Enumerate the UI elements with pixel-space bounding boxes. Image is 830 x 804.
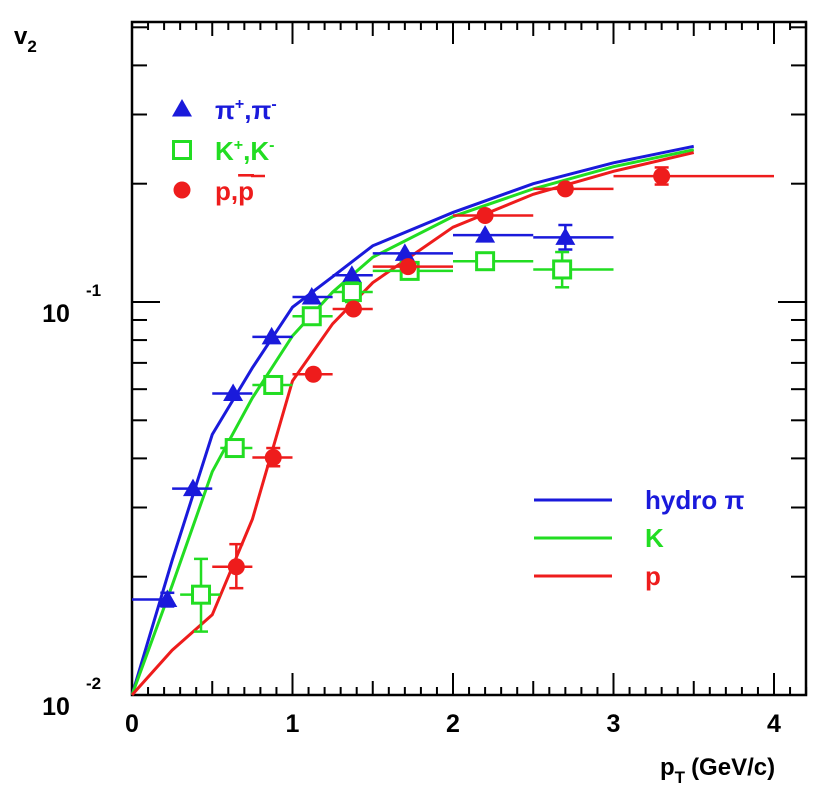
y-axis-label: v2 — [14, 23, 37, 56]
y-tick-label-exponent: -2 — [86, 674, 101, 693]
marker — [182, 478, 203, 497]
marker — [476, 206, 494, 224]
y-tick-label-exponent: -1 — [86, 281, 101, 300]
hydro-curve-hydro — [130, 144, 695, 696]
legend-marker — [172, 99, 192, 117]
pion-point — [172, 478, 213, 497]
marker — [264, 449, 282, 467]
legend-marker — [172, 140, 192, 160]
kaon-point — [292, 306, 333, 327]
kaon-point — [332, 281, 373, 304]
x-axis-label-main: p — [660, 754, 675, 781]
x-axis-label-sub: T — [675, 768, 686, 787]
proton-point — [372, 258, 453, 276]
marker — [653, 167, 671, 185]
proton-point — [252, 446, 293, 468]
marker — [399, 258, 417, 276]
y-tick-label-base: 10 — [42, 693, 70, 721]
pion-point — [132, 589, 178, 608]
y-tick-label-base: 10 — [42, 300, 70, 328]
y-tick-label: 10 -2 — [42, 674, 101, 721]
legend-label-sup: - — [271, 96, 276, 113]
legend-label: hydro π — [645, 485, 744, 515]
x-tick-label: 0 — [125, 710, 139, 738]
legend-label-part: p, — [215, 176, 238, 206]
marker — [301, 306, 322, 327]
x-axis-label-unit: (GeV/c) — [691, 754, 775, 781]
marker — [341, 282, 362, 303]
legend-marker — [173, 181, 191, 199]
marker — [227, 558, 245, 576]
pion-point — [453, 225, 534, 243]
pion-point — [292, 286, 333, 305]
marker — [191, 584, 212, 605]
y-axis-label-main: v — [14, 23, 28, 50]
pion-point — [252, 326, 293, 345]
legend-entry-hydro-hydro: hydro π — [534, 485, 744, 515]
legend-label-part: K — [215, 136, 234, 166]
legend-entry-kaon: K+,K- — [172, 136, 274, 166]
marker — [344, 300, 362, 318]
marker — [555, 227, 576, 245]
marker — [341, 265, 362, 283]
x-tick-label: 3 — [607, 710, 621, 738]
marker — [475, 251, 496, 272]
y-tick-label: 10 -1 — [42, 281, 101, 328]
proton-point — [533, 180, 614, 198]
legend-entry-hydro-k: K — [534, 523, 664, 553]
pion-point — [332, 265, 373, 283]
legend-label: K — [645, 523, 664, 553]
hydro-curve-p — [130, 151, 695, 697]
legend-label: p — [645, 561, 661, 591]
hydro-curve-k — [130, 148, 695, 696]
legend-label-part: ,K — [243, 136, 269, 166]
legend-entry-hydro-p: p — [534, 561, 661, 591]
legend-label-sup: + — [234, 137, 243, 154]
marker — [301, 286, 322, 305]
marker — [223, 383, 244, 402]
legend-label: π+,π- — [215, 95, 277, 125]
marker — [552, 259, 573, 280]
kaon-point — [453, 251, 534, 272]
proton-point — [212, 542, 253, 590]
marker — [263, 374, 284, 395]
marker — [475, 225, 496, 243]
proton-point — [613, 166, 774, 186]
marker — [224, 438, 245, 459]
y-axis-label-sub: 2 — [27, 37, 36, 56]
kaon-point — [252, 374, 293, 395]
marker — [157, 589, 178, 607]
legend-label-part: ,π — [244, 95, 271, 125]
legend-entry-pion: π+,π- — [172, 95, 277, 125]
legend-label: K+,K- — [215, 136, 274, 166]
legend-label-sup: + — [235, 96, 244, 113]
proton-point — [332, 300, 373, 318]
proton-point — [292, 365, 333, 383]
proton-point — [453, 206, 534, 224]
legend-label-bar: p — [238, 176, 254, 206]
pion-point — [212, 383, 253, 402]
x-tick-label: 1 — [286, 710, 300, 738]
marker — [556, 180, 574, 198]
marker — [261, 326, 282, 345]
marker — [304, 365, 322, 383]
kaon-point — [533, 250, 614, 289]
x-axis-label: pT (GeV/c) — [660, 754, 775, 787]
pion-point — [372, 243, 453, 261]
x-tick-label: 4 — [767, 710, 781, 738]
legend-label: p,p — [215, 176, 254, 206]
marker — [394, 243, 415, 261]
legend-label-part: π — [215, 95, 235, 125]
x-tick-label: 2 — [446, 710, 460, 738]
legend-label-sup: - — [269, 137, 274, 154]
legend-entry-proton: p,p — [173, 174, 265, 206]
kaon-point — [220, 438, 253, 459]
pion-point — [533, 223, 614, 251]
kaon-point — [180, 557, 221, 633]
